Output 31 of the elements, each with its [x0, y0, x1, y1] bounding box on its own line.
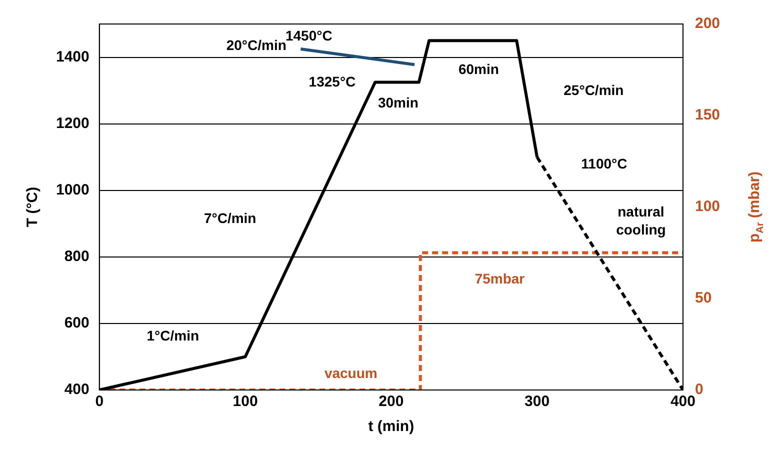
y-tick-label: 400	[64, 381, 90, 398]
y-tick-label: 800	[64, 248, 90, 266]
x-axis-title: t (min)	[368, 418, 414, 436]
y-tick-label: 1000	[56, 182, 90, 199]
annotation: 20°C/min	[226, 36, 286, 53]
annotation: 60min	[458, 60, 499, 77]
y2-tick-label: 0	[694, 381, 704, 398]
x-tick-label: 100	[232, 393, 258, 410]
y2-tick-label: 200	[694, 15, 720, 32]
y2-tick-label: 150	[694, 106, 720, 124]
y2-tick-label: 50	[694, 290, 712, 307]
x-tick-label: 200	[378, 393, 404, 410]
x-tick-label: 0	[95, 393, 104, 410]
annotation: 1100°C	[581, 155, 628, 172]
y-tick-label: 1200	[56, 114, 90, 132]
annotation: 1450°C	[285, 28, 332, 44]
x-tick-label: 300	[524, 393, 550, 410]
x-tick-label: 400	[670, 393, 696, 410]
annotation: 1325°C	[308, 73, 356, 90]
annotation: 25°C/min	[564, 82, 624, 98]
y-axis-title: T (°C)	[24, 186, 42, 228]
annotation: vacuum	[324, 365, 378, 382]
y2-tick-label: 100	[694, 198, 720, 216]
annotation: 30min	[378, 94, 418, 111]
annotation: 1°C/min	[146, 327, 200, 344]
annotation: natural cooling	[616, 204, 666, 238]
annotation: 75mbar	[474, 270, 526, 287]
y-tick-label: 1400	[56, 48, 90, 66]
y2-axis-title: pAr (mbar)	[746, 171, 766, 243]
y-tick-label: 600	[64, 314, 90, 332]
annotation: 7°C/min	[204, 210, 256, 226]
